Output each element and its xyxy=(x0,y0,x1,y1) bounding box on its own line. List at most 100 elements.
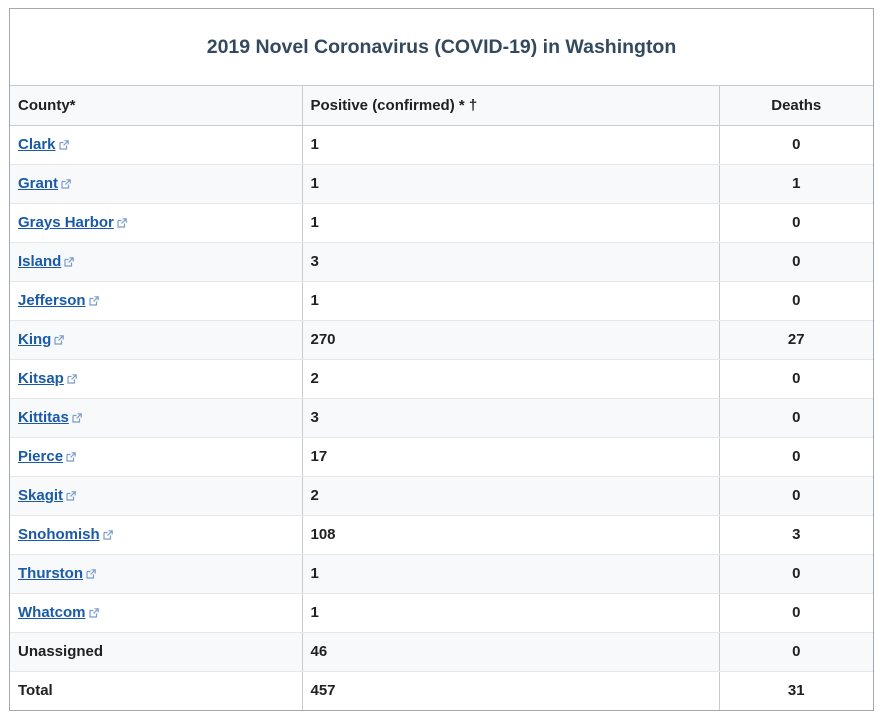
external-link-icon xyxy=(86,569,96,579)
deaths-cell: 0 xyxy=(719,125,873,165)
county-cell: Unassigned xyxy=(10,632,303,672)
county-link[interactable]: Kitsap xyxy=(18,370,77,387)
county-link[interactable]: Grant xyxy=(18,175,71,192)
external-link-icon xyxy=(61,179,71,189)
positive-cell: 270 xyxy=(302,320,720,360)
county-cell: Total xyxy=(10,671,303,710)
county-name: Clark xyxy=(18,136,56,153)
county-link[interactable]: Skagit xyxy=(18,487,76,504)
county-link[interactable]: Clark xyxy=(18,136,69,153)
covid-table-container: 2019 Novel Coronavirus (COVID-19) in Was… xyxy=(9,8,874,711)
county-cell: King xyxy=(10,320,303,360)
county-cell: Kittitas xyxy=(10,398,303,438)
deaths-column-header: Deaths xyxy=(719,86,873,126)
county-name: Kitsap xyxy=(18,370,64,387)
county-name: Snohomish xyxy=(18,526,100,543)
county-link[interactable]: Pierce xyxy=(18,448,76,465)
table-row: Whatcom 1 0 xyxy=(10,593,873,633)
deaths-cell: 0 xyxy=(719,593,873,633)
table-row: Kittitas 3 0 xyxy=(10,398,873,438)
table-row: Island 3 0 xyxy=(10,242,873,282)
deaths-cell: 0 xyxy=(719,476,873,516)
table-row: King 270 27 xyxy=(10,320,873,360)
deaths-cell: 0 xyxy=(719,437,873,477)
table-row: Grant 1 1 xyxy=(10,164,873,204)
positive-cell: 1 xyxy=(302,593,720,633)
county-cell: Jefferson xyxy=(10,281,303,321)
table-row: Unassigned 46 0 xyxy=(10,632,873,672)
deaths-cell: 3 xyxy=(719,515,873,555)
county-name: Grays Harbor xyxy=(18,214,114,231)
deaths-cell: 0 xyxy=(719,242,873,282)
external-link-icon xyxy=(66,491,76,501)
deaths-cell: 0 xyxy=(719,632,873,672)
county-link[interactable]: Grays Harbor xyxy=(18,214,127,231)
external-link-icon xyxy=(67,374,77,384)
deaths-cell: 0 xyxy=(719,281,873,321)
header-row: County* Positive (confirmed) * † Deaths xyxy=(10,86,873,126)
county-cell: Whatcom xyxy=(10,593,303,633)
table-row: Thurston 1 0 xyxy=(10,554,873,594)
deaths-cell: 0 xyxy=(719,203,873,243)
table-row: Grays Harbor 1 0 xyxy=(10,203,873,243)
table-row: Pierce 17 0 xyxy=(10,437,873,477)
county-link[interactable]: Thurston xyxy=(18,565,96,582)
external-link-icon xyxy=(72,413,82,423)
county-link[interactable]: Kittitas xyxy=(18,409,82,426)
county-name: Whatcom xyxy=(18,604,86,621)
table-row: Clark 1 0 xyxy=(10,125,873,165)
positive-cell: 2 xyxy=(302,476,720,516)
table-row: Jefferson 1 0 xyxy=(10,281,873,321)
county-cell: Island xyxy=(10,242,303,282)
county-link[interactable]: Snohomish xyxy=(18,526,113,543)
county-name: Total xyxy=(18,682,53,700)
county-name: Island xyxy=(18,253,62,270)
county-name: Thurston xyxy=(18,565,83,582)
positive-cell: 1 xyxy=(302,125,720,165)
deaths-cell: 0 xyxy=(719,359,873,399)
positive-cell: 108 xyxy=(302,515,720,555)
positive-column-header: Positive (confirmed) * † xyxy=(302,86,720,126)
external-link-icon xyxy=(54,335,65,345)
county-name: Jefferson xyxy=(18,292,86,309)
deaths-cell: 31 xyxy=(787,682,805,700)
county-cell: Snohomish xyxy=(10,515,303,555)
positive-cell: 1 xyxy=(302,281,720,321)
county-cell: Pierce xyxy=(10,437,303,477)
table-row: Skagit 2 0 xyxy=(10,476,873,516)
external-link-icon xyxy=(88,608,99,618)
county-link[interactable]: Island xyxy=(18,253,75,270)
county-cell: Kitsap xyxy=(10,359,303,399)
county-name: Skagit xyxy=(18,487,64,504)
positive-cell: 457 xyxy=(302,671,720,710)
county-name: King xyxy=(18,331,52,348)
external-link-icon xyxy=(103,530,113,540)
table-caption: 2019 Novel Coronavirus (COVID-19) in Was… xyxy=(10,9,873,86)
deaths-cell: 27 xyxy=(719,320,873,360)
county-link[interactable]: Jefferson xyxy=(18,292,99,309)
deaths-cell: 0 xyxy=(719,398,873,438)
county-name: Pierce xyxy=(18,448,64,465)
positive-cell: 3 xyxy=(302,242,720,282)
table-body: Clark 1 0 Grant 1 1 Grays Harbor 1 0 Isl… xyxy=(10,125,873,710)
county-cell: Skagit xyxy=(10,476,303,516)
county-name: Grant xyxy=(18,175,59,192)
county-name: Unassigned xyxy=(18,643,104,660)
total-row: Total 457 31 xyxy=(10,671,873,710)
external-link-icon xyxy=(88,296,99,306)
county-cell: Thurston xyxy=(10,554,303,594)
table-row: Snohomish 108 3 xyxy=(10,515,873,555)
county-cell: Grant xyxy=(10,164,303,204)
county-link[interactable]: Whatcom xyxy=(18,604,99,621)
positive-cell: 1 xyxy=(302,164,720,204)
county-column-header: County* xyxy=(10,86,303,126)
county-cell: Grays Harbor xyxy=(10,203,303,243)
deaths-cell: 1 xyxy=(719,164,873,204)
deaths-cell: 0 xyxy=(719,554,873,594)
county-name: Kittitas xyxy=(18,409,69,426)
positive-cell: 2 xyxy=(302,359,720,399)
county-link[interactable]: King xyxy=(18,331,65,348)
positive-cell: 1 xyxy=(302,203,720,243)
external-link-icon xyxy=(117,218,127,228)
external-link-icon xyxy=(64,257,75,267)
